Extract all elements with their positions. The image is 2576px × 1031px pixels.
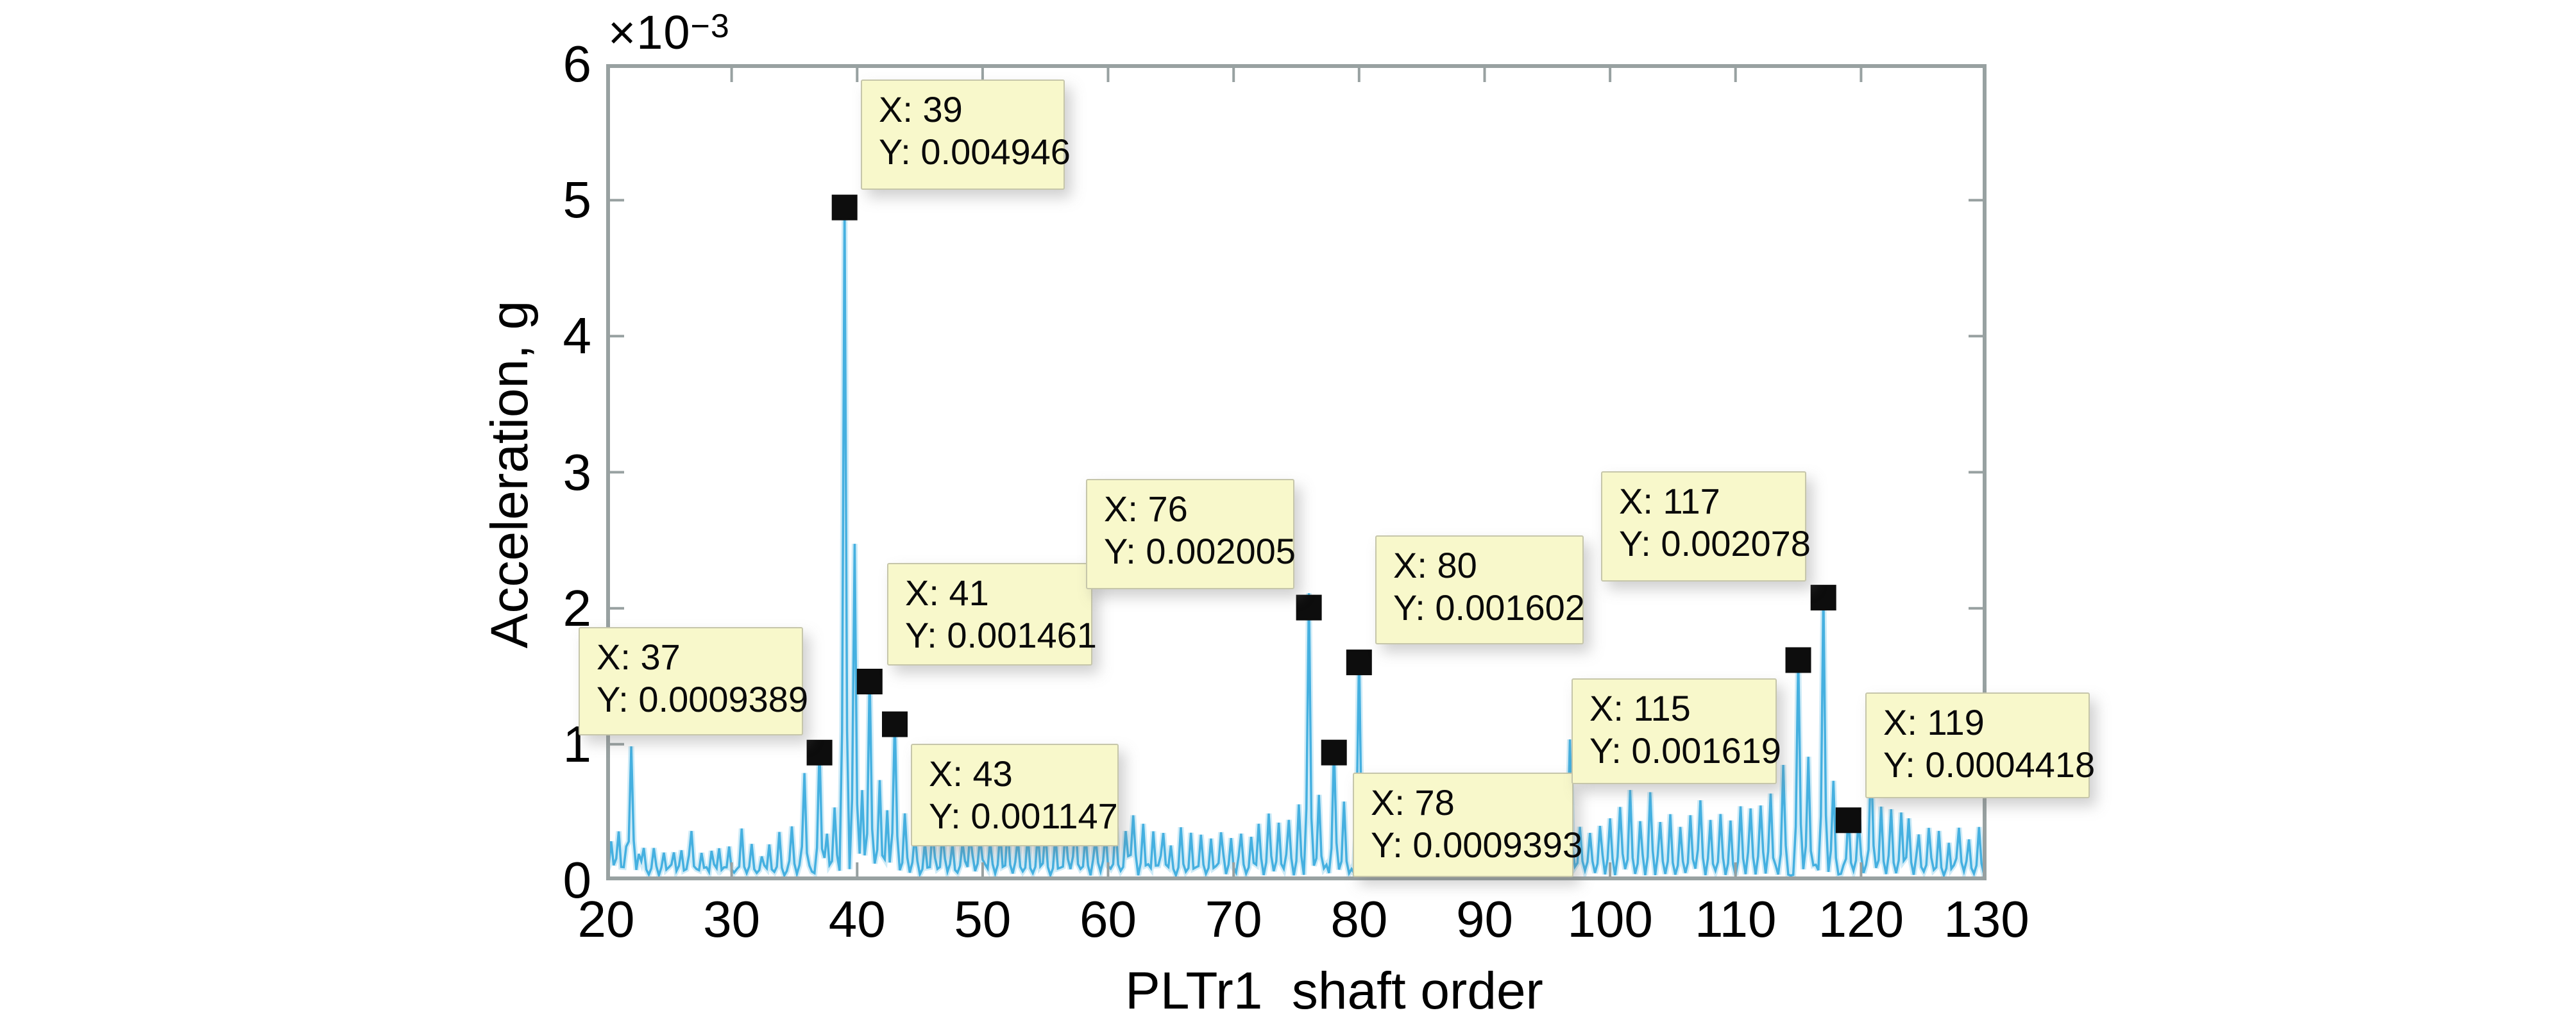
datatip-marker[interactable] xyxy=(856,669,883,694)
datatip-y-value: Y: 0.001602 xyxy=(1393,587,1585,628)
x-tick-label: 120 xyxy=(1818,891,1904,948)
datatip-x-value: X: 80 xyxy=(1393,545,1477,585)
datatip-y-value: Y: 0.001147 xyxy=(929,796,1118,836)
datatip[interactable]: X: 80 Y: 0.001602 xyxy=(1375,535,1585,644)
x-axis-label: PLTr1 shaft order xyxy=(1125,962,1543,1020)
datatip-y-value: Y: 0.004946 xyxy=(879,131,1071,172)
datatip-x-value: X: 43 xyxy=(929,753,1013,794)
datatip[interactable]: X: 117 Y: 0.002078 xyxy=(1601,471,1811,582)
x-tick-label: 60 xyxy=(1080,891,1137,948)
spectrum-line[interactable] xyxy=(606,202,1987,880)
x-tick-label: 110 xyxy=(1694,891,1777,948)
datatip-marker[interactable] xyxy=(1346,650,1372,676)
datatip-x-value: X: 76 xyxy=(1104,489,1188,529)
datatip-marker[interactable] xyxy=(806,739,833,766)
x-tick-label: 100 xyxy=(1567,891,1653,948)
datatip-marker[interactable] xyxy=(1321,739,1347,766)
datatip-marker[interactable] xyxy=(831,194,858,221)
y-tick-label: 2 xyxy=(563,579,592,637)
datatip[interactable]: X: 41 Y: 0.001461 xyxy=(887,563,1097,666)
datatip-marker[interactable] xyxy=(1835,807,1861,834)
datatip-y-value: Y: 0.0009393 xyxy=(1371,825,1583,865)
datatip-x-value: X: 115 xyxy=(1589,688,1691,728)
datatip-y-value: Y: 0.001619 xyxy=(1589,730,1781,771)
datatip[interactable]: X: 43 Y: 0.001147 xyxy=(911,744,1119,846)
y-axis-exponent-sup: −3 xyxy=(690,8,730,45)
y-tick-label: 4 xyxy=(563,307,592,365)
y-tick-label: 0 xyxy=(563,851,592,909)
x-tick-label: 20 xyxy=(577,891,635,948)
datatip[interactable]: X: 37 Y: 0.0009389 xyxy=(579,627,809,735)
datatip[interactable]: X: 76 Y: 0.002005 xyxy=(1086,479,1296,589)
datatip-x-value: X: 41 xyxy=(905,573,989,613)
x-tick-label: 50 xyxy=(954,891,1012,948)
datatip-x-value: X: 39 xyxy=(879,89,963,130)
datatip-marker[interactable] xyxy=(1296,594,1322,621)
x-tick-label: 40 xyxy=(828,891,886,948)
datatip-x-value: X: 119 xyxy=(1883,702,1985,742)
datatip-x-value: X: 37 xyxy=(597,637,681,677)
y-tick-label: 6 xyxy=(563,35,592,92)
datatip-marker[interactable] xyxy=(1810,585,1836,611)
spectrum-line-chart xyxy=(606,64,1987,880)
y-tick-label: 1 xyxy=(563,715,592,773)
y-axis-exponent: ×10−3 xyxy=(608,5,730,60)
datatip-x-value: X: 78 xyxy=(1371,782,1455,823)
datatip[interactable]: X: 39 Y: 0.004946 xyxy=(861,80,1071,190)
datatip[interactable]: X: 119 Y: 0.0004418 xyxy=(1865,692,2096,798)
datatip-x-value: X: 117 xyxy=(1619,481,1720,521)
datatip[interactable]: X: 78 Y: 0.0009393 xyxy=(1353,773,1583,877)
datatip-marker[interactable] xyxy=(882,711,908,737)
x-tick-label: 90 xyxy=(1455,891,1513,948)
x-tick-label: 30 xyxy=(703,891,761,948)
datatip-marker[interactable] xyxy=(1785,647,1811,673)
x-tick-label: 70 xyxy=(1205,891,1262,948)
datatip-y-value: Y: 0.0009389 xyxy=(597,679,809,719)
datatip-y-value: Y: 0.001461 xyxy=(905,615,1097,655)
x-tick-label: 130 xyxy=(1944,891,2029,948)
x-tick-label: 80 xyxy=(1330,891,1388,948)
datatip-y-value: Y: 0.0004418 xyxy=(1883,744,2096,785)
datatip-y-value: Y: 0.002005 xyxy=(1104,531,1296,571)
y-axis-exponent-base: ×10 xyxy=(608,6,691,59)
axes-box xyxy=(606,64,1987,880)
y-tick-label: 5 xyxy=(563,171,592,229)
datatip-y-value: Y: 0.002078 xyxy=(1619,523,1811,564)
y-tick-label: 3 xyxy=(563,443,592,501)
datatip[interactable]: X: 115 Y: 0.001619 xyxy=(1572,678,1781,784)
